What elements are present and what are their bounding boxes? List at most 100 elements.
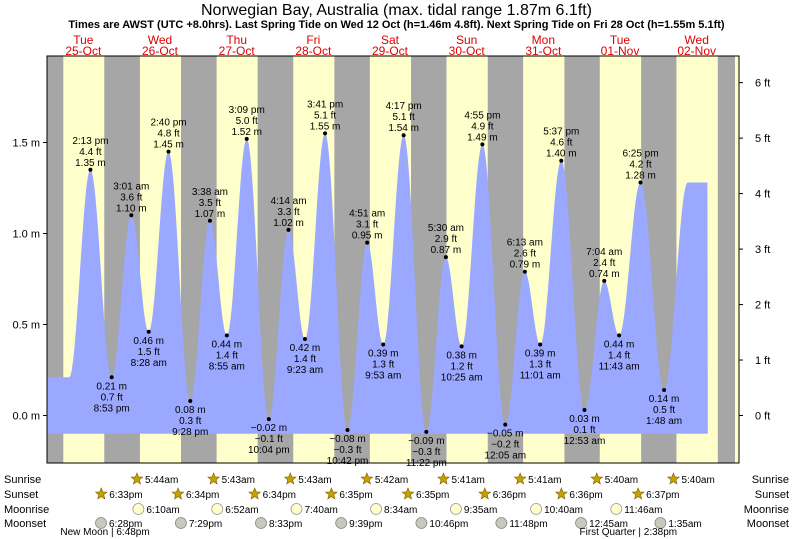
low-tide-feet: 1.4 ft [608, 350, 630, 361]
high-tide-point [244, 136, 249, 141]
low-tide-height: 0.03 m [569, 414, 600, 425]
low-tide-feet: 1.4 ft [216, 350, 238, 361]
low-tide-feet: 0.3 ft [179, 416, 201, 427]
moonrise-icon [290, 503, 303, 515]
day-date: 25-Oct [65, 44, 102, 58]
high-tide-feet: 5.0 ft [236, 116, 258, 127]
sunrise-icon [207, 472, 221, 485]
astro-row-label-right: Moonrise [744, 504, 789, 516]
day-name: Thu [226, 33, 247, 47]
moonset-icon [415, 517, 428, 529]
moonset-icon [255, 517, 267, 529]
high-tide-point [88, 167, 93, 172]
astro-row-label-left: Moonset [4, 518, 46, 530]
moonset-time: 11:48pm [509, 519, 547, 530]
moonrise-time: 11:46am [624, 505, 662, 516]
astro-row-label-right: Sunrise [752, 474, 789, 486]
high-tide-time: 4:51 am [349, 209, 385, 220]
sunrise-icon [283, 472, 297, 485]
sunrise-time: 5:40am [681, 475, 714, 486]
sunrise-time: 5:40am [605, 475, 638, 486]
low-tide-feet: −0.3 ft [333, 445, 361, 456]
high-tide-height: 1.49 m [467, 132, 498, 143]
moonrise-time: 8:34am [384, 505, 417, 516]
moonset-icon [174, 517, 187, 529]
high-tide-feet: 2.6 ft [514, 249, 536, 260]
sunrise-icon [666, 472, 680, 485]
astro-row-label-left: Moonrise [4, 504, 49, 516]
sunset-icon [248, 487, 262, 500]
sunrise-time: 5:43am [298, 475, 331, 486]
right-axis-label: 3 ft [755, 244, 770, 256]
right-axis-label: 0 ft [755, 411, 770, 423]
low-tide-time: 9:28 pm [172, 427, 208, 438]
high-tide-height: 0.79 m [510, 260, 541, 271]
low-tide-point [582, 408, 587, 413]
sunset-time: 6:33pm [109, 490, 142, 501]
low-tide-point [188, 398, 193, 403]
low-tide-feet: −0.2 ft [491, 440, 519, 451]
moon-phase-label: New Moon | 6:48pm [60, 527, 149, 538]
high-tide-point [365, 240, 370, 245]
high-tide-height: 1.07 m [195, 209, 226, 220]
sunset-time: 6:34pm [263, 490, 296, 501]
low-tide-feet: 1.3 ft [529, 360, 551, 371]
high-tide-height: 0.95 m [352, 231, 383, 242]
low-tide-point [424, 429, 429, 434]
low-tide-point [538, 342, 543, 347]
day-name: Tue [610, 33, 631, 47]
high-tide-point [443, 255, 448, 260]
high-tide-feet: 2.4 ft [593, 258, 615, 269]
high-tide-time: 3:09 pm [229, 105, 265, 116]
high-tide-feet: 3.5 ft [199, 198, 221, 209]
sunset-icon [478, 487, 492, 500]
high-tide-time: 5:30 am [428, 223, 464, 234]
low-tide-height: −0.02 m [251, 423, 287, 434]
low-tide-height: −0.05 m [487, 429, 523, 440]
low-tide-point [381, 342, 386, 347]
low-tide-height: 0.39 m [368, 349, 399, 360]
sunrise-icon [437, 472, 450, 485]
night-band [717, 56, 735, 463]
low-tide-time: 11:43 am [599, 361, 640, 372]
moonset-time: 8:33pm [269, 519, 302, 530]
moonrise-time: 10:40am [544, 505, 583, 516]
right-axis-label: 5 ft [755, 133, 770, 145]
low-tide-time: 8:28 am [131, 358, 167, 369]
low-tide-point [617, 333, 622, 338]
sunset-icon [401, 487, 415, 500]
low-tide-time: 10:42 pm [327, 456, 369, 467]
high-tide-height: 0.87 m [431, 245, 462, 256]
low-tide-feet: −0.3 ft [412, 447, 440, 458]
high-tide-height: 1.02 m [273, 218, 304, 229]
sunset-time: 6:36pm [493, 490, 526, 501]
moonset-time: 6:28pm [109, 519, 142, 530]
low-tide-feet: 1.2 ft [450, 361, 472, 372]
high-tide-height: 1.40 m [546, 149, 577, 160]
high-tide-time: 2:40 pm [150, 118, 186, 129]
low-tide-height: 0.38 m [446, 350, 477, 361]
low-tide-time: 9:23 am [287, 365, 323, 376]
moonrise-icon [370, 503, 382, 515]
sunset-icon [554, 487, 568, 500]
low-tide-point [345, 428, 350, 433]
day-date: 28-Oct [295, 44, 332, 58]
high-tide-height: 1.28 m [625, 171, 656, 182]
low-tide-height: 0.46 m [133, 336, 164, 347]
moonrise-icon [450, 503, 462, 515]
high-tide-time: 6:25 pm [622, 149, 658, 160]
right-axis-label: 1 ft [755, 355, 770, 367]
moonset-time: 9:39pm [349, 519, 382, 530]
moonrise-icon [530, 503, 542, 515]
low-tide-feet: 0.5 ft [653, 405, 675, 416]
moonrise-icon [211, 503, 224, 515]
low-tide-height: 0.21 m [96, 381, 127, 392]
right-axis-label: 2 ft [755, 300, 770, 312]
high-tide-point [559, 158, 564, 163]
high-tide-feet: 2.9 ft [435, 234, 457, 245]
low-tide-height: −0.09 m [408, 436, 444, 447]
sunset-icon [631, 487, 645, 500]
sunset-time: 6:36pm [569, 490, 602, 501]
low-tide-point [109, 375, 114, 380]
